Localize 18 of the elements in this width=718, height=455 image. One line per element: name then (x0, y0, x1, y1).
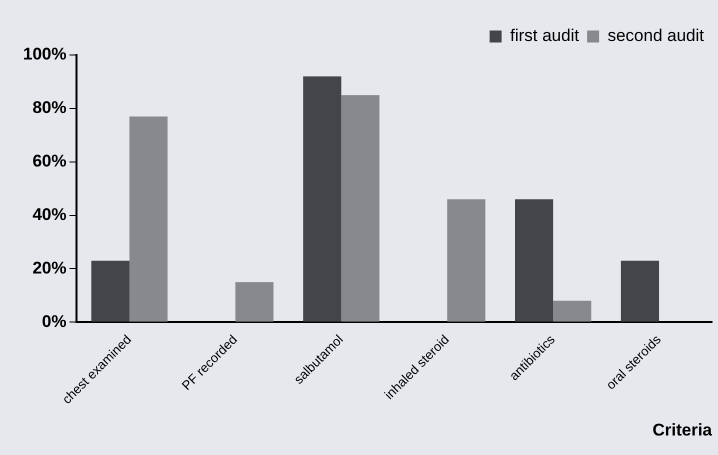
legend-label: first audit (510, 26, 580, 46)
bar (447, 199, 486, 322)
legend-label: second audit (608, 26, 704, 46)
y-tick-label: 0% (42, 312, 66, 331)
y-tick-label: 40% (32, 205, 66, 224)
y-tick-label: 80% (32, 98, 66, 118)
bar (129, 116, 168, 322)
bar (341, 95, 380, 322)
y-tick-label: 20% (32, 258, 66, 278)
bar (91, 260, 130, 322)
x-axis-title: Criteria (652, 420, 713, 440)
bar (514, 199, 554, 322)
bar (620, 260, 660, 322)
y-tick-label: 100% (22, 44, 66, 64)
bar (235, 282, 274, 322)
y-tick-label: 60% (32, 152, 66, 171)
bar (303, 76, 342, 322)
bar (553, 300, 592, 322)
